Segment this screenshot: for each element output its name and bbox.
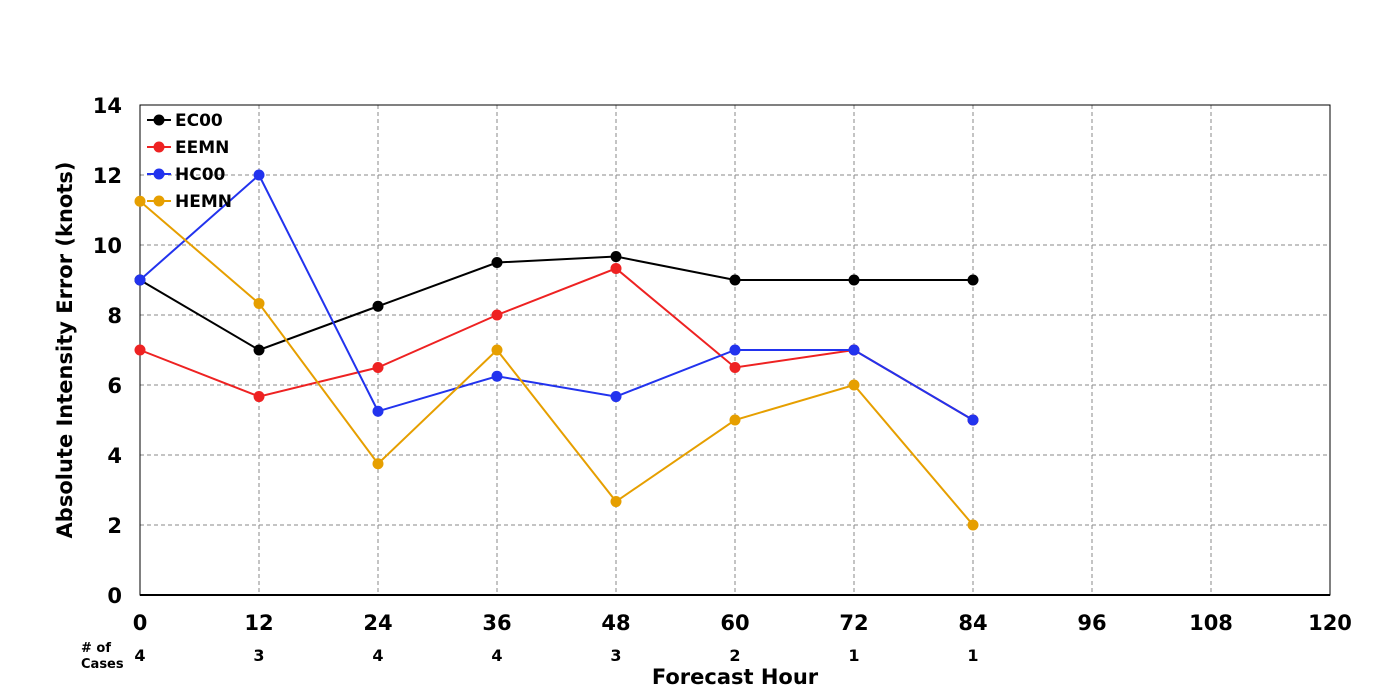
legend-swatch-marker: [153, 141, 165, 153]
legend-label: EEMN: [175, 138, 229, 158]
case-count: 4: [491, 646, 502, 665]
x-tick-label: 48: [601, 611, 630, 635]
data-point: [848, 344, 860, 356]
data-point: [610, 251, 622, 263]
grid-lines: [140, 105, 1330, 595]
legend-item: HC00: [147, 165, 226, 185]
data-point: [610, 496, 622, 508]
data-point: [610, 262, 622, 274]
legend-item: EC00: [147, 111, 223, 131]
x-tick-label: 36: [482, 611, 511, 635]
x-tick-labels: 0 12 24 36 48 60 72 84 96 108 120: [133, 611, 1352, 635]
series-line: [139, 173, 974, 421]
series-hc00: [134, 169, 979, 426]
legend: EC00 EEMN HC00 HEMN: [147, 111, 232, 212]
y-axis-title: Absolute Intensity Error (knots): [53, 162, 77, 539]
legend-swatch-marker: [153, 114, 165, 126]
legend-item: EEMN: [147, 138, 229, 158]
data-point: [372, 300, 384, 312]
x-tick-label: 24: [363, 611, 392, 635]
data-point: [372, 458, 384, 470]
data-point: [491, 344, 503, 356]
data-point: [610, 391, 622, 403]
case-count: 3: [253, 646, 264, 665]
cases-label-line2: Cases: [81, 657, 124, 672]
x-tick-label: 0: [133, 611, 148, 635]
data-point: [848, 274, 860, 286]
x-tick-label: 108: [1189, 611, 1233, 635]
data-point: [253, 391, 265, 403]
data-point: [491, 257, 503, 268]
data-point: [729, 362, 741, 373]
y-tick-label: 0: [107, 584, 122, 608]
x-tick-label: 12: [244, 611, 273, 635]
data-point: [491, 309, 503, 321]
data-point: [134, 274, 146, 286]
y-tick-label: 4: [107, 444, 122, 468]
x-tick-label: 120: [1308, 611, 1352, 635]
data-point: [372, 405, 384, 417]
data-point: [967, 414, 979, 426]
data-point: [253, 169, 265, 181]
legend-swatch-marker: [153, 195, 165, 207]
data-point: [491, 370, 503, 382]
y-tick-label: 2: [107, 514, 122, 538]
series-group: [134, 169, 979, 531]
y-tick-label: 8: [107, 304, 122, 328]
x-tick-label: 84: [958, 611, 987, 635]
x-tick-label: 96: [1077, 611, 1106, 635]
y-tick-label: 10: [93, 234, 122, 258]
data-point: [253, 344, 265, 356]
x-tick-label: 60: [720, 611, 749, 635]
legend-swatch-marker: [153, 168, 165, 180]
x-axis-title: Forecast Hour: [652, 665, 819, 689]
data-point: [134, 195, 146, 207]
data-point: [253, 297, 265, 309]
case-count: 1: [848, 646, 859, 665]
series-line: [139, 267, 974, 421]
series-line: [139, 200, 974, 526]
data-point: [967, 274, 979, 286]
data-point: [729, 414, 741, 426]
data-point: [134, 344, 146, 356]
x-tick-label: 72: [839, 611, 868, 635]
series-eemn: [134, 262, 979, 426]
y-tick-label: 14: [93, 94, 122, 118]
series-hemn: [134, 195, 979, 531]
case-count: 3: [610, 646, 621, 665]
case-count: 4: [134, 646, 145, 665]
cases-label-line1: # of: [81, 641, 111, 656]
data-point: [967, 519, 979, 531]
y-tick-label: 12: [93, 164, 122, 188]
series-line: [139, 255, 973, 352]
legend-item: HEMN: [147, 192, 232, 212]
data-point: [729, 274, 741, 286]
case-count: 4: [372, 646, 383, 665]
data-point: [848, 379, 860, 391]
data-point: [729, 344, 741, 356]
case-count: 1: [967, 646, 978, 665]
y-tick-labels: 0 2 4 6 8 10 12 14: [93, 94, 122, 608]
cases-row: 4 3 4 4 3 2 1 1: [134, 646, 978, 665]
legend-label: HC00: [175, 165, 226, 185]
case-count: 2: [729, 646, 740, 665]
legend-label: EC00: [175, 111, 223, 131]
legend-label: HEMN: [175, 192, 232, 212]
data-point: [372, 362, 384, 373]
y-tick-label: 6: [107, 374, 122, 398]
